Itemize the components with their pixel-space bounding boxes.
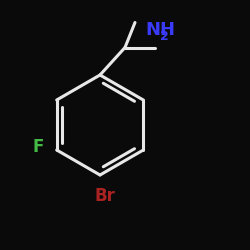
Text: NH: NH [145,21,175,39]
Text: Br: Br [94,187,116,205]
Text: F: F [32,138,44,156]
Text: 2: 2 [160,30,169,43]
